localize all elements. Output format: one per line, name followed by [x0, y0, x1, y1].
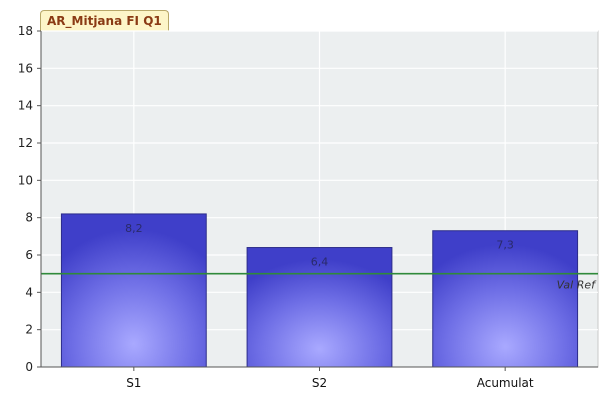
- y-tick-label: 12: [18, 136, 33, 150]
- x-axis-categories: S1 S2 Acumulat: [126, 367, 534, 390]
- bar-s1[interactable]: [60, 213, 207, 368]
- y-tick-label: 0: [25, 360, 33, 374]
- y-tick-label: 16: [18, 61, 33, 75]
- data-label: 8,2: [125, 222, 143, 235]
- y-tick-label: 8: [25, 211, 33, 225]
- reference-line-group: Val Ref: [41, 272, 598, 292]
- y-tick-label: 2: [25, 323, 33, 337]
- axes: [40, 31, 598, 368]
- x-category-label: Acumulat: [477, 376, 534, 390]
- data-label: 7,3: [496, 239, 514, 252]
- reference-line-label: Val Ref: [557, 279, 598, 292]
- y-tick-label: 14: [18, 99, 33, 113]
- y-tick-label: 18: [18, 24, 33, 38]
- data-label: 6,4: [311, 256, 329, 269]
- bars: 8,2 6,4 7,3: [60, 213, 579, 368]
- y-axis-ticks: 0 2 4 6 8 10 12 14 16 18: [18, 24, 41, 374]
- bar-s2[interactable]: [246, 247, 393, 368]
- y-tick-label: 10: [18, 173, 33, 187]
- x-category-label: S2: [312, 376, 327, 390]
- chart-title-tab[interactable]: AR_Mitjana FI Q1: [40, 10, 169, 31]
- y-tick-label: 4: [25, 285, 33, 299]
- x-category-label: S1: [126, 376, 141, 390]
- y-tick-label: 6: [25, 248, 33, 262]
